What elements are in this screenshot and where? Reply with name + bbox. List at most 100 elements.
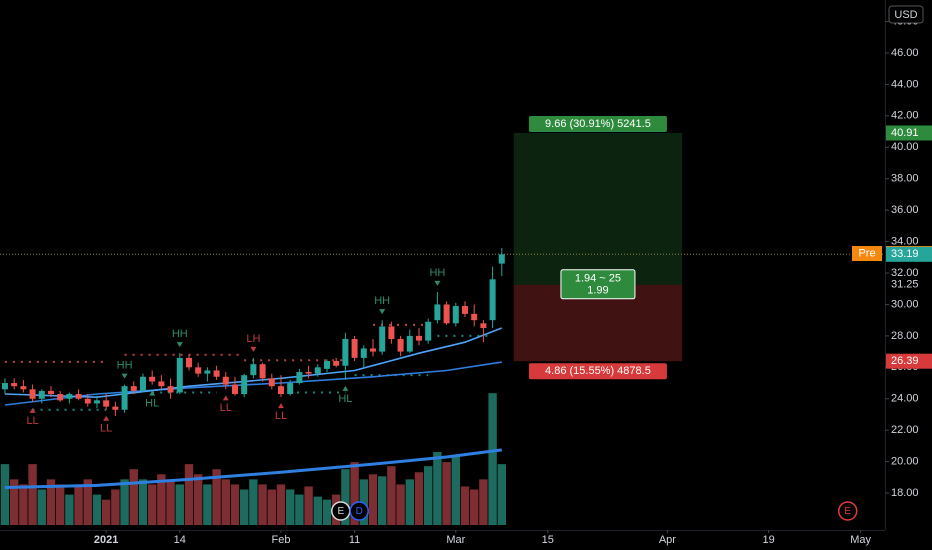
annotation: HH <box>429 267 445 279</box>
volume-bar <box>221 479 230 525</box>
candle-body <box>195 367 202 374</box>
volume-bar <box>46 479 56 525</box>
volume-bar <box>138 479 148 525</box>
volume-bar <box>175 484 184 525</box>
annotation: HL <box>338 393 352 405</box>
candle-body <box>471 313 478 321</box>
volume-bar <box>37 489 46 525</box>
candle-body <box>185 357 192 368</box>
annotation: HH <box>117 360 133 372</box>
candle-body <box>323 361 330 369</box>
annotation: LL <box>220 402 232 414</box>
volume-bar <box>341 469 350 525</box>
volume-bar <box>212 469 221 525</box>
y-tick-label: 18.00 <box>891 487 919 499</box>
volume-bar <box>469 489 479 525</box>
volume-bar <box>92 494 102 525</box>
volume-bar <box>350 462 359 525</box>
y-tick-label: 30.00 <box>891 298 919 310</box>
last-price: 33.19 <box>891 248 919 260</box>
candle-body <box>314 367 321 374</box>
volume-bar <box>0 464 10 525</box>
volume-bar <box>479 479 488 525</box>
y-tick-label: 28.00 <box>891 330 919 342</box>
candle-body <box>130 386 137 391</box>
candle-body <box>231 384 238 395</box>
volume-bar <box>184 464 194 525</box>
volume-bar <box>304 486 313 525</box>
event-label[interactable]: E <box>337 506 344 517</box>
volume-bar <box>295 494 304 525</box>
annotation: HH <box>172 328 188 340</box>
event-label[interactable]: E <box>844 506 851 517</box>
volume-bar <box>267 489 276 525</box>
candle-body <box>296 372 303 384</box>
premarket-tag: Pre <box>858 247 875 259</box>
volume-bar <box>258 484 267 525</box>
candle-body <box>167 386 174 393</box>
y-tick-label: 24.00 <box>891 393 919 405</box>
event-marker[interactable] <box>837 501 858 521</box>
y-tick-label: 32.00 <box>891 267 919 279</box>
volume-bar <box>285 489 295 525</box>
stop-price: 26.39 <box>891 355 919 367</box>
candle-body <box>452 306 459 324</box>
currency-box[interactable] <box>888 5 924 24</box>
volume-bar <box>120 479 129 525</box>
candle-body <box>29 389 36 399</box>
volume-bar <box>65 494 74 525</box>
qty-label: 1.99 <box>587 285 608 297</box>
x-tick-label: Feb <box>272 534 291 546</box>
volume-bar <box>377 476 387 525</box>
candle-body <box>213 370 220 377</box>
candle-body <box>139 376 146 391</box>
candle-body <box>1 383 8 390</box>
candle-body <box>204 370 211 374</box>
premarket-tag-box <box>852 246 882 262</box>
event-label[interactable]: D <box>356 506 363 517</box>
volume-bar <box>19 484 28 525</box>
y-tick-label: 36.00 <box>891 204 919 216</box>
annotation: LL <box>26 415 38 427</box>
annotation-marker <box>250 346 257 352</box>
annotation-marker <box>277 403 284 409</box>
y-tick-label: 34.00 <box>891 235 919 247</box>
annotation-marker <box>434 280 441 286</box>
volume-bar <box>414 472 424 525</box>
x-tick-label: 15 <box>542 534 554 546</box>
candle-body <box>121 386 128 410</box>
candle-body <box>93 400 100 404</box>
candle-body <box>406 335 413 352</box>
volume-bar <box>203 484 212 525</box>
candle-body <box>259 364 266 379</box>
volume-bar <box>55 484 65 525</box>
candle-body <box>351 339 358 358</box>
volume-bar <box>460 486 470 525</box>
y-tick-label: 38.00 <box>891 173 919 185</box>
ratio-label: 1.94 ~ 25 <box>575 273 621 285</box>
ratio-label-box <box>560 269 636 300</box>
candle-body <box>103 400 110 407</box>
volume-bar <box>387 466 396 525</box>
annotation-marker <box>222 395 229 401</box>
candle-body <box>388 326 395 340</box>
annotation: LH <box>246 333 260 345</box>
volume-bar <box>322 499 332 525</box>
x-tick-label: 19 <box>762 534 774 546</box>
y-tick-label: 40.00 <box>891 141 919 153</box>
last-price-box <box>886 246 932 262</box>
event-marker[interactable] <box>349 501 369 521</box>
candle-body <box>47 390 54 395</box>
volume-bar <box>101 499 111 525</box>
entry-price: 31.25 <box>891 279 919 291</box>
currency[interactable]: USD <box>894 9 917 21</box>
candle-body <box>480 323 487 329</box>
volume-bar <box>368 474 378 525</box>
volume-bar <box>239 489 249 525</box>
volume-bar <box>83 479 92 525</box>
x-tick-label: 2021 <box>94 534 118 546</box>
annotation: LL <box>275 410 287 422</box>
candle-body <box>425 321 432 341</box>
volume-bar <box>405 479 414 525</box>
candle-body <box>397 339 404 352</box>
